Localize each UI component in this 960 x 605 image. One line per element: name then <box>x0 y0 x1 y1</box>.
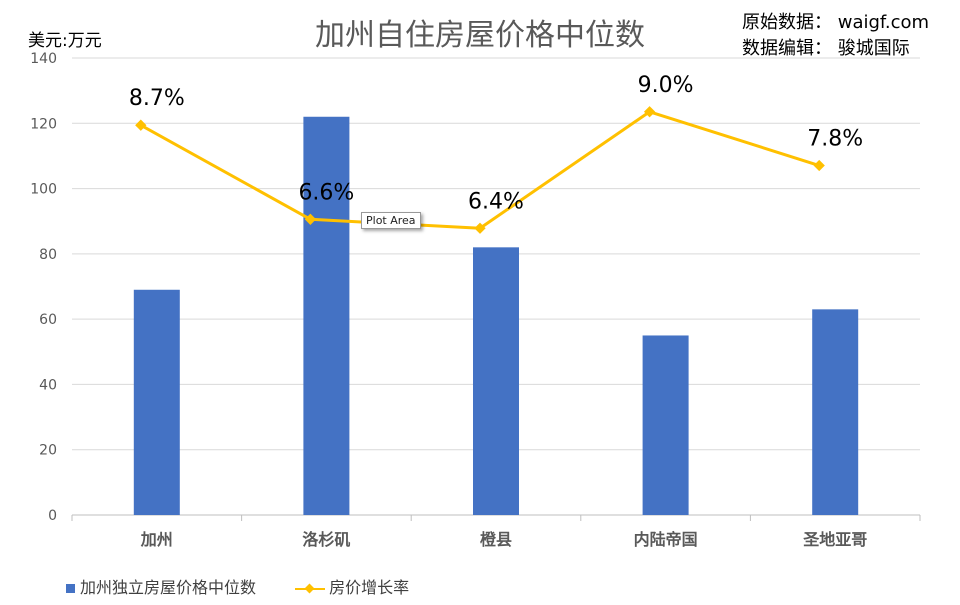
y-tick-label: 100 <box>30 182 57 198</box>
legend-item-line[interactable]: 房价增长率 <box>295 574 409 598</box>
x-tick-label: 洛杉矶 <box>302 530 350 549</box>
data-label: 9.0% <box>638 73 694 98</box>
bar <box>473 247 519 516</box>
y-tick-label: 140 <box>30 51 57 67</box>
legend-bar-label: 加州独立房屋价格中位数 <box>80 578 257 597</box>
y-tick-label: 120 <box>30 116 57 132</box>
legend: 加州独立房屋价格中位数 房价增长率 <box>66 574 443 598</box>
bar <box>133 289 180 515</box>
line-point <box>813 159 825 172</box>
x-tick-label: 内陆帝国 <box>634 530 698 549</box>
editor-line: 数据编辑： 骏城国际 <box>742 38 910 59</box>
source-block: 原始数据： waigf.com 数据编辑： 骏城国际 <box>742 10 929 62</box>
chart-title: 加州自住房屋价格中位数 <box>315 18 645 53</box>
legend-bar-swatch-icon <box>66 584 75 593</box>
legend-line-label: 房价增长率 <box>329 578 410 597</box>
bar <box>303 116 350 515</box>
legend-line-swatch-icon <box>295 583 326 595</box>
legend-item-bar[interactable]: 加州独立房屋价格中位数 <box>66 574 256 598</box>
data-label: 6.4% <box>468 189 524 214</box>
y-tick-label: 20 <box>39 443 57 459</box>
y-tick-label: 0 <box>48 508 57 524</box>
y-tick-label: 40 <box>39 377 57 393</box>
bar <box>812 309 859 515</box>
bar <box>642 335 689 515</box>
y-tick-label: 60 <box>39 312 57 328</box>
data-label: 7.8% <box>807 127 863 152</box>
x-tick-label: 橙县 <box>480 530 512 549</box>
x-tick-label: 圣地亚哥 <box>802 530 867 549</box>
line-point <box>304 213 317 225</box>
unit-label: 美元:万元 <box>28 31 102 51</box>
line-point <box>135 119 147 131</box>
data-label: 6.6% <box>298 180 354 205</box>
line-point <box>474 222 486 234</box>
source-line: 原始数据： waigf.com <box>742 12 930 33</box>
x-tick-label: 加州 <box>140 530 173 549</box>
data-label: 8.7% <box>129 86 185 111</box>
plot-area-tooltip: Plot Area <box>361 212 421 229</box>
y-tick-label: 80 <box>39 247 57 263</box>
